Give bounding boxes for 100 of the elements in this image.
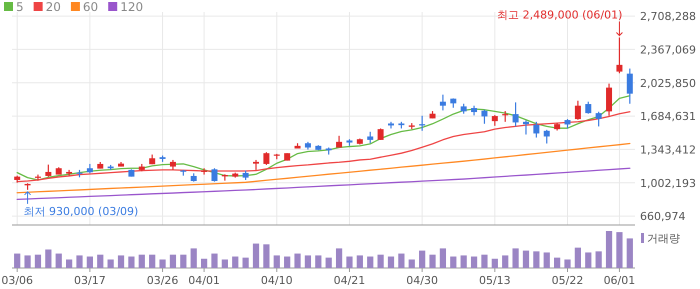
candlestick — [440, 94, 446, 111]
legend-label: 20 — [46, 0, 61, 14]
candlestick — [481, 109, 488, 124]
y-tick-label: 2,367,069 — [640, 43, 696, 56]
annotation: 최저 930,000 (03/09) — [24, 204, 138, 218]
bar — [356, 255, 363, 268]
x-tick-label: 06/01 — [604, 274, 636, 287]
candlestick — [502, 110, 508, 122]
candlestick — [574, 100, 581, 120]
candlestick — [367, 131, 374, 144]
bar — [263, 244, 270, 268]
x-tick-label: 04/10 — [260, 274, 293, 287]
bar — [200, 258, 208, 268]
x-tick-label: 04/21 — [334, 274, 366, 287]
candlestick — [408, 122, 415, 130]
line-series — [16, 168, 630, 200]
bar — [242, 258, 249, 268]
y-tick-label: 2,025,850 — [640, 76, 696, 90]
bar — [460, 255, 467, 268]
candlestick — [512, 102, 519, 128]
x-tick-label: 04/01 — [188, 274, 220, 287]
bar — [492, 258, 498, 268]
bar — [190, 248, 197, 268]
bar — [76, 255, 83, 268]
bar — [97, 254, 104, 268]
legend-label: 60 — [82, 0, 98, 14]
candlestick — [170, 159, 176, 170]
bar — [211, 254, 218, 268]
bar — [377, 254, 384, 268]
bar — [481, 254, 488, 268]
bar — [606, 231, 612, 268]
bar — [159, 259, 166, 268]
bar — [346, 256, 353, 268]
candlestick — [596, 111, 602, 128]
bar — [170, 254, 176, 268]
candlestick — [533, 121, 540, 138]
bar — [533, 251, 540, 268]
x-tick-label: 05/13 — [478, 274, 511, 287]
bar — [398, 254, 404, 268]
candlestick — [616, 36, 622, 74]
x-tick-label: 05/22 — [552, 274, 584, 287]
bar — [56, 254, 62, 268]
bar — [574, 248, 582, 268]
bar — [24, 255, 31, 268]
bar — [429, 254, 436, 268]
bar — [86, 256, 93, 268]
bar — [522, 250, 530, 268]
candlestick — [378, 128, 384, 140]
candlestick — [544, 129, 550, 144]
bar — [554, 258, 560, 268]
line-series — [16, 111, 630, 182]
bar — [388, 256, 394, 268]
bar — [470, 256, 478, 268]
annotation: 최고 2,489,000 (06/01) — [497, 8, 622, 22]
candlestick — [492, 114, 498, 126]
x-tick-label: 03/17 — [74, 274, 106, 287]
bar — [34, 254, 42, 268]
bar — [252, 244, 260, 268]
bar — [108, 259, 114, 268]
bar — [180, 254, 186, 268]
bar — [222, 259, 228, 268]
bar — [274, 255, 280, 268]
candlestick — [626, 68, 633, 104]
bar — [118, 255, 124, 268]
bar — [440, 248, 446, 268]
legend-label: 5 — [16, 0, 24, 14]
bar — [596, 251, 602, 268]
bar — [626, 238, 633, 268]
bar — [326, 258, 332, 268]
bar — [419, 250, 426, 268]
candlestick — [45, 164, 52, 178]
bar — [585, 252, 592, 268]
candlestick — [242, 170, 249, 181]
bar — [14, 254, 20, 268]
bar — [284, 256, 290, 268]
y-tick-label: 1,002,193 — [640, 176, 696, 190]
candlestick — [86, 163, 93, 174]
candlestick — [585, 101, 592, 114]
bar — [315, 255, 322, 268]
bar — [616, 232, 623, 268]
candlestick — [460, 103, 467, 114]
bar — [294, 254, 301, 268]
bar — [232, 256, 238, 268]
bar — [149, 254, 156, 268]
legend-label: 거래량 — [647, 232, 680, 245]
x-tick-label: 04/30 — [406, 274, 438, 287]
candlestick — [606, 83, 612, 116]
bar — [66, 259, 72, 268]
candlestick — [263, 152, 270, 166]
candlestick — [564, 118, 571, 130]
bar — [450, 256, 456, 268]
y-tick-label: 2,708,288 — [640, 10, 696, 24]
bar — [544, 252, 550, 268]
y-tick-label: 660,974 — [640, 210, 686, 224]
bar — [138, 254, 145, 268]
bar — [128, 256, 135, 268]
bar — [367, 256, 374, 268]
bar — [408, 259, 415, 268]
bar — [304, 255, 312, 268]
x-tick-label: 03/26 — [146, 274, 178, 287]
